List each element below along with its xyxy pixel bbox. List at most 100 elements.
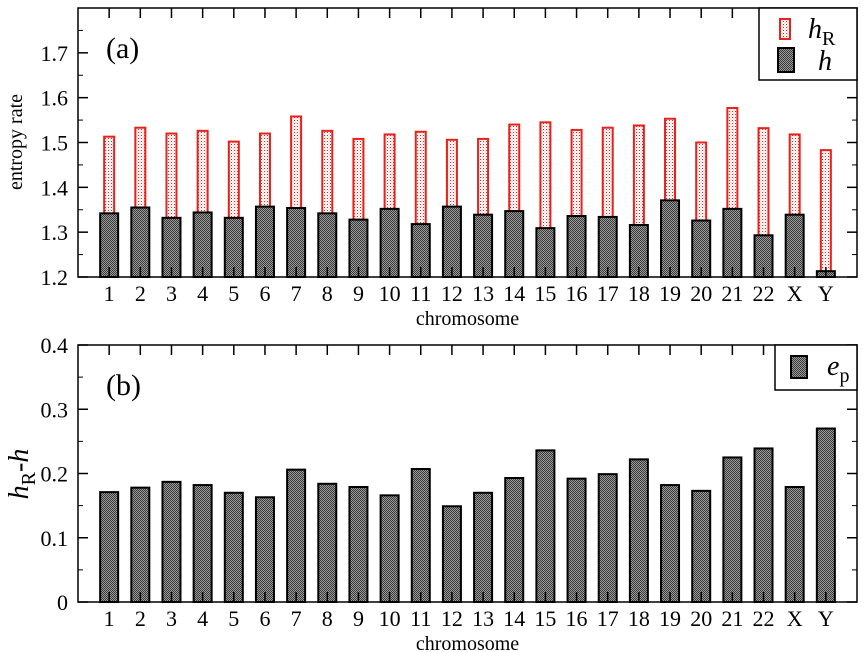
x-tick-label: 9: [353, 606, 364, 631]
legend-box: [774, 344, 858, 391]
legend-label-ep: ep: [827, 351, 849, 387]
x-tick-label: 4: [197, 606, 208, 631]
y-axis-label-sub: R: [18, 471, 40, 485]
bar-ep: [784, 485, 805, 603]
y-tick-label: 0: [57, 590, 68, 615]
bar-ep: [379, 494, 400, 603]
x-tick-label: 15: [534, 281, 556, 306]
y-axis-label: entropy rate: [5, 94, 27, 190]
x-tick-label: 19: [659, 606, 681, 631]
y-tick-label: 1.7: [41, 41, 69, 66]
x-tick-label: 3: [166, 281, 177, 306]
x-tick-label: 18: [628, 606, 650, 631]
bar-h: [286, 206, 307, 278]
bar-h: [130, 206, 151, 278]
x-tick-label: 16: [566, 606, 588, 631]
y-tick-label: 0.2: [41, 462, 69, 487]
bar-ep: [441, 505, 462, 603]
bar-ep: [535, 449, 556, 603]
legend-sub: p: [839, 365, 849, 387]
x-tick-label: Y: [818, 281, 834, 306]
y-tick-label: 1.2: [41, 265, 69, 290]
y-tick-label: 1.3: [41, 220, 69, 245]
x-tick-label: 11: [410, 606, 431, 631]
bar-ep: [504, 476, 525, 603]
x-tick-label: 22: [753, 281, 775, 306]
x-tick-label: 12: [441, 281, 463, 306]
x-tick-label: 2: [135, 606, 146, 631]
legend-label-hR: hR: [808, 14, 836, 50]
x-tick-label: 21: [721, 606, 743, 631]
panel-b-excess-entropy: 00.10.20.30.41 2 3 4 5 6 7 8 9 10 11 12 13 14 15 16 17 18…: [4, 333, 858, 652]
x-tick-label: 8: [322, 281, 333, 306]
panel-a-entropy-rate: 1.21.31.41.51.61.71 2 3 4 5 6 7 8 9 10 11 12 13 14 15 1…: [5, 7, 858, 330]
x-tick-label: 16: [566, 281, 588, 306]
x-tick-label: 1: [104, 281, 115, 306]
bar-ep: [317, 482, 338, 603]
bar-hR: [819, 149, 832, 279]
bar-ep: [410, 468, 431, 603]
x-tick-label: 13: [472, 281, 494, 306]
x-tick-label: Y: [818, 606, 834, 631]
y-tick-label: 1.4: [41, 175, 69, 200]
x-tick-label: 7: [291, 606, 302, 631]
bar-ep: [99, 491, 120, 604]
bar-ep: [722, 456, 743, 603]
x-axis-label: chromosome: [416, 633, 519, 652]
x-tick-label: 12: [441, 606, 463, 631]
x-tick-label: 5: [228, 281, 239, 306]
legend-swatch-ep: [790, 355, 808, 379]
x-tick-label: 3: [166, 606, 177, 631]
x-tick-label: 11: [410, 281, 431, 306]
legend-main: e: [827, 351, 839, 382]
y-tick-label: 0.1: [41, 526, 69, 551]
y-axis-label-tail: -h: [4, 449, 35, 472]
y-axis-label-main: h: [4, 485, 35, 499]
x-tick-label: 20: [690, 281, 712, 306]
bar-ep: [192, 484, 213, 603]
bar-ep: [161, 480, 182, 604]
panel-label: (a): [106, 32, 139, 65]
bar-ep: [254, 496, 275, 603]
y-tick-label: 1.5: [41, 131, 69, 156]
bar-ep: [597, 473, 618, 603]
x-tick-label: 21: [721, 281, 743, 306]
legend-sub: R: [822, 28, 836, 50]
bar-ep: [286, 468, 307, 603]
x-tick-label: 10: [379, 606, 401, 631]
bar-h: [379, 207, 400, 278]
x-tick-label: 15: [534, 606, 556, 631]
bar-ep: [660, 484, 681, 603]
x-tick-label: 10: [379, 281, 401, 306]
x-tick-label: 17: [597, 281, 619, 306]
x-tick-label: 2: [135, 281, 146, 306]
bar-ep: [628, 458, 649, 603]
x-tick-label: 4: [197, 281, 208, 306]
y-tick-label: 0.4: [41, 333, 69, 358]
x-tick-label: 1: [104, 606, 115, 631]
bar-ep: [348, 485, 369, 603]
panel-label: (b): [106, 369, 141, 402]
bar-ep: [473, 491, 494, 603]
bar-ep: [753, 447, 774, 603]
legend-box: [758, 7, 858, 81]
legend-label-h: h: [818, 46, 832, 77]
bar-ep: [223, 491, 244, 603]
x-tick-label: 13: [472, 606, 494, 631]
bar-ep: [815, 427, 836, 603]
bar-ep: [691, 489, 712, 603]
x-tick-label: X: [787, 606, 803, 631]
x-tick-label: 9: [353, 281, 364, 306]
legend-main: h: [808, 14, 822, 45]
legend-swatch-h: [777, 47, 795, 73]
y-tick-label: 1.6: [41, 86, 69, 111]
bar-h: [660, 199, 681, 279]
bar-h: [722, 207, 743, 278]
x-tick-label: 8: [322, 606, 333, 631]
x-tick-label: 18: [628, 281, 650, 306]
x-tick-label: 19: [659, 281, 681, 306]
x-axis-label: chromosome: [416, 308, 519, 330]
bar-ep: [130, 486, 151, 604]
x-tick-label: X: [787, 281, 803, 306]
